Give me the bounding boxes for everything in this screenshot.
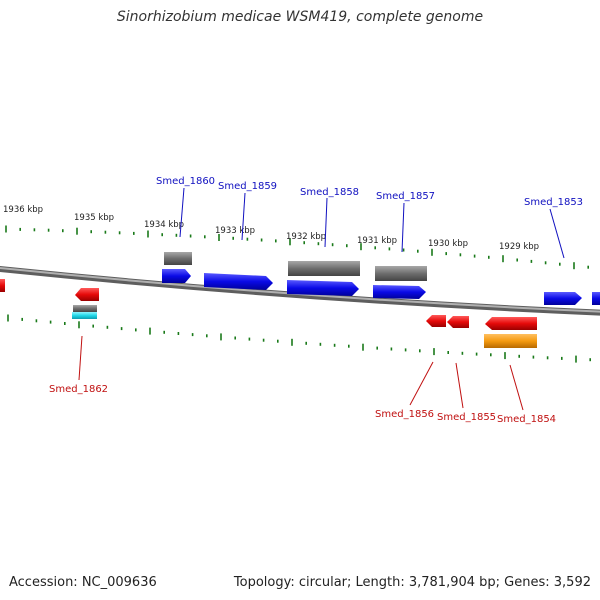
gene-label-smed-1854[interactable]: Smed_1854: [497, 414, 556, 425]
callout-line: [401, 202, 405, 253]
gene-label-smed-1855[interactable]: Smed_1855: [437, 412, 496, 423]
scale-label-1935: 1935 kbp: [74, 213, 114, 223]
gene-arrow[interactable]: [485, 317, 537, 330]
callout-lines: [78, 187, 565, 411]
gene-arrow[interactable]: [287, 280, 359, 296]
reverse-genes: [0, 279, 537, 330]
scale-labels: 1936 kbp 1935 kbp 1934 kbp 1933 kbp 1932…: [3, 205, 539, 252]
gene-arrow[interactable]: [544, 292, 582, 305]
scale-label-1932: 1932 kbp: [286, 232, 326, 242]
genome-summary-text: Topology: circular; Length: 3,781,904 bp…: [233, 575, 591, 590]
scale-label-1934: 1934 kbp: [144, 220, 184, 230]
gene-arrow[interactable]: [373, 285, 426, 299]
gene-block[interactable]: [72, 312, 97, 319]
gene-label-smed-1853[interactable]: Smed_1853: [524, 197, 583, 208]
gene-arrow[interactable]: [592, 292, 600, 305]
scale-label-1931: 1931 kbp: [357, 236, 397, 246]
gene-arrow[interactable]: [162, 269, 191, 283]
accession-text: Accession: NC_009636: [9, 575, 157, 590]
gene-block[interactable]: [484, 334, 537, 348]
gene-arrow[interactable]: [0, 279, 5, 292]
scale-label-1930: 1930 kbp: [428, 239, 468, 249]
gene-arrow[interactable]: [426, 315, 446, 327]
callout-line: [509, 364, 524, 411]
callout-line: [455, 362, 464, 409]
callout-line: [78, 335, 83, 381]
scale-label-1929: 1929 kbp: [499, 242, 539, 252]
gene-arrow[interactable]: [75, 288, 99, 301]
scale-ticks-inner: [7, 314, 592, 363]
gene-arrow[interactable]: [204, 273, 273, 290]
scale-label-1936: 1936 kbp: [3, 205, 43, 215]
callout-line: [324, 197, 328, 248]
callout-line: [549, 208, 565, 259]
inner-features: [72, 305, 537, 348]
gene-label-smed-1856[interactable]: Smed_1856: [375, 409, 434, 420]
gene-arrow[interactable]: [447, 316, 469, 328]
map-title: Sinorhizobium medicae WSM419, complete g…: [116, 9, 484, 25]
callout-line: [179, 187, 185, 238]
gene-label-smed-1860[interactable]: Smed_1860: [156, 176, 215, 187]
gene-block[interactable]: [164, 252, 192, 265]
gene-label-smed-1858[interactable]: Smed_1858: [300, 187, 359, 198]
gene-block[interactable]: [288, 261, 360, 276]
forward-genes: [162, 269, 600, 305]
gene-block[interactable]: [375, 266, 427, 281]
gene-label-smed-1859[interactable]: Smed_1859: [218, 181, 277, 192]
gene-labels: Smed_1860 Smed_1859 Smed_1858 Smed_1857 …: [49, 176, 583, 425]
gene-label-smed-1857[interactable]: Smed_1857: [376, 191, 435, 202]
gene-block[interactable]: [73, 305, 97, 312]
gene-label-smed-1862[interactable]: Smed_1862: [49, 384, 108, 395]
scale-ticks-outer: [5, 225, 590, 270]
scale-label-1933: 1933 kbp: [215, 226, 255, 236]
gray-features: [164, 252, 427, 281]
callout-line: [409, 361, 434, 406]
callout-line: [241, 192, 246, 241]
